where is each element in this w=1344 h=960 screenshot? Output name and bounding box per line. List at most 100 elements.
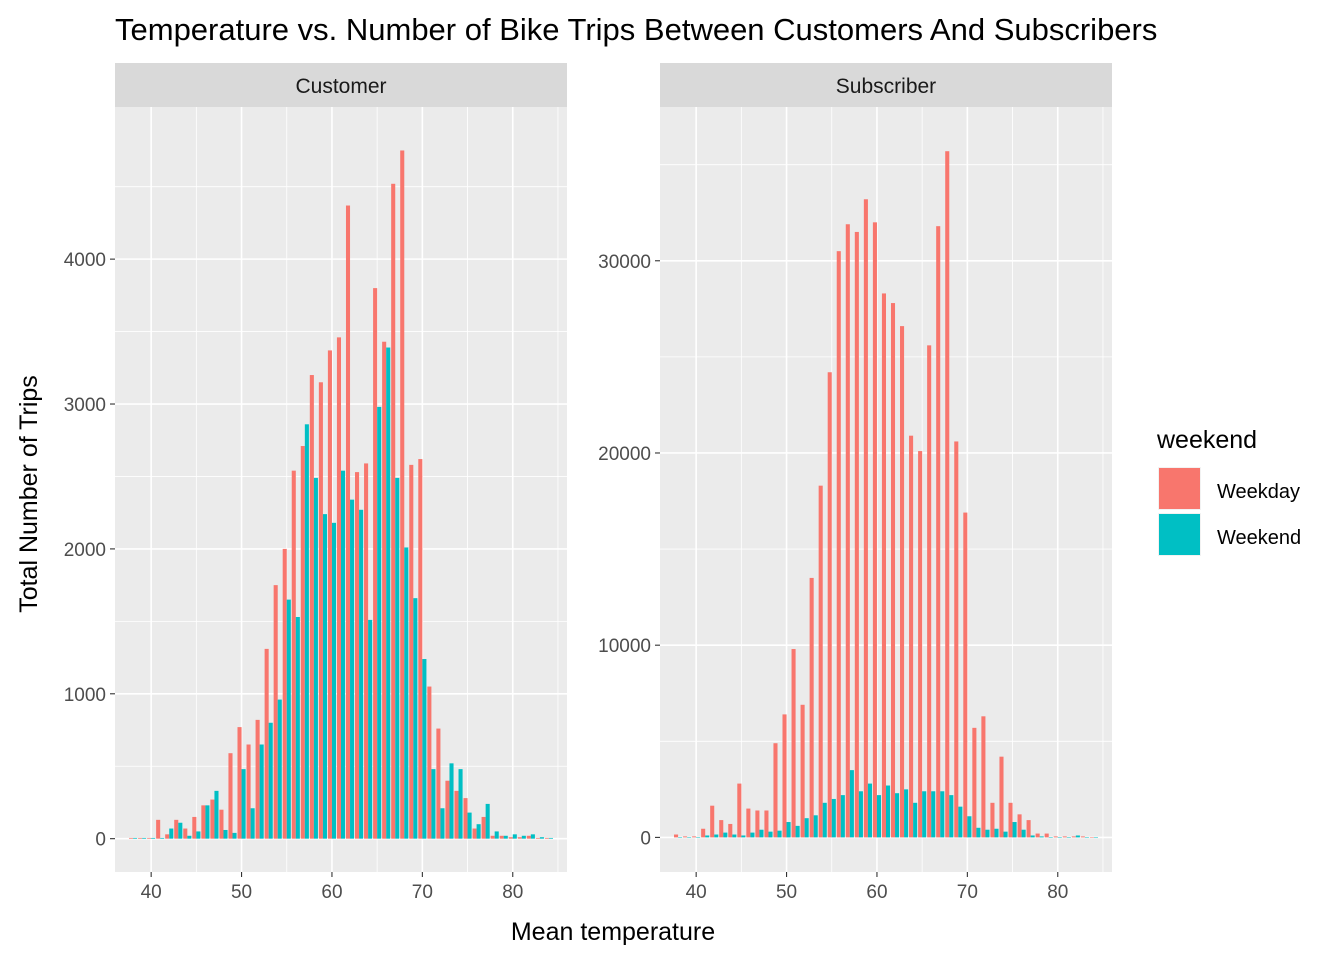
x-tick-label: 50 [776, 882, 797, 903]
weekend-bar [1003, 831, 1008, 838]
weekend-bar [386, 347, 391, 839]
weekend-bar [395, 477, 400, 839]
weekday-bar [963, 512, 968, 838]
weekend-bar [530, 834, 535, 839]
weekday-bar [300, 446, 305, 839]
weekday-bar [800, 704, 805, 838]
weekday-bar [246, 744, 251, 839]
weekday-bar [391, 183, 396, 839]
weekday-bar [463, 798, 468, 839]
weekend-bar [813, 815, 818, 838]
weekend-bar [705, 835, 710, 838]
subscriber-x-axis: 40 50 60 70 80 [686, 872, 1068, 903]
weekday-bar [1062, 836, 1067, 838]
customer-x-axis: 40 50 60 70 80 [141, 872, 523, 903]
weekday-bar [499, 835, 504, 839]
weekday-bar [355, 472, 360, 839]
x-tick-label: 70 [957, 882, 978, 903]
weekday-bar [517, 837, 522, 839]
customer-bars [129, 150, 553, 839]
weekday-bar [836, 251, 841, 838]
x-tick-label: 70 [412, 882, 433, 903]
weekend-bar [521, 835, 526, 839]
weekday-bar [255, 719, 260, 839]
weekend-bar [313, 477, 318, 839]
weekend-bar [151, 837, 156, 839]
weekend-bar [548, 837, 553, 839]
weekend-bar [949, 795, 954, 838]
weekend-bar [350, 499, 355, 839]
weekday-bar [954, 441, 959, 838]
weekday-bar [1080, 836, 1085, 838]
weekday-bar [472, 828, 477, 839]
weekend-bar [431, 769, 436, 839]
y-tick-label: 10000 [598, 636, 651, 657]
y-tick-label: 20000 [598, 444, 651, 465]
legend-swatch-weekday [1159, 468, 1200, 509]
weekday-bar [129, 837, 134, 839]
weekday-bar [863, 199, 868, 838]
weekend-bar [1057, 837, 1062, 838]
legend-title: weekend [1156, 426, 1257, 454]
weekday-bar [981, 716, 986, 838]
weekday-bar [674, 834, 679, 838]
weekday-bar [1089, 837, 1094, 838]
weekday-bar [373, 288, 378, 839]
weekday-bar [710, 805, 715, 838]
x-tick-label: 60 [321, 882, 342, 903]
weekday-bar [147, 837, 152, 839]
weekend-bar [359, 509, 364, 839]
weekday-bar [201, 805, 206, 839]
weekday-bar [409, 464, 414, 839]
weekday-bar [237, 727, 242, 839]
weekday-bar [264, 648, 269, 839]
weekday-bar [219, 809, 224, 839]
weekday-bar [999, 756, 1004, 838]
weekday-bar [827, 372, 832, 838]
weekday-bar [544, 837, 549, 839]
weekend-bar [422, 659, 427, 839]
weekday-bar [291, 470, 296, 839]
weekday-bar [773, 743, 778, 838]
weekday-bar [454, 790, 459, 839]
weekday-bar [900, 326, 905, 838]
weekday-bar [183, 828, 188, 839]
weekend-bar [413, 598, 418, 839]
weekday-bar [990, 802, 995, 838]
weekend-bar [1093, 837, 1098, 838]
weekend-bar [876, 795, 882, 838]
x-tick-label: 40 [686, 882, 707, 903]
weekend-bar [503, 835, 508, 839]
weekday-bar [318, 382, 323, 839]
weekday-bar [273, 585, 278, 839]
weekend-bar [886, 785, 891, 838]
weekend-bar [440, 808, 445, 839]
x-tick-label: 60 [866, 882, 887, 903]
weekend-bar [1084, 837, 1089, 838]
weekend-bar [867, 783, 872, 838]
x-tick-label: 50 [231, 882, 252, 903]
weekend-bar [458, 769, 463, 839]
weekday-bar [719, 820, 724, 838]
weekend-bar [404, 547, 409, 839]
weekday-bar [972, 727, 977, 838]
weekend-bar [1048, 837, 1053, 838]
weekend-bar [958, 806, 963, 838]
x-axis-title: Mean temperature [511, 918, 715, 946]
weekend-bar [994, 828, 999, 838]
weekday-bar [336, 337, 341, 839]
weekend-bar [1012, 822, 1017, 838]
legend-label-weekend: Weekend [1217, 527, 1301, 549]
legend-swatch-weekend [1159, 514, 1200, 555]
weekday-bar [526, 835, 531, 839]
legend: weekend Weekday Weekend [1156, 426, 1301, 556]
weekend-bar [849, 770, 854, 838]
weekday-bar [418, 459, 423, 839]
weekday-bar [945, 151, 950, 838]
weekday-bar [918, 451, 923, 838]
weekend-bar [1021, 829, 1026, 838]
y-tick-label: 1000 [64, 685, 106, 706]
weekend-bar [1066, 837, 1071, 838]
weekend-bar [822, 802, 827, 838]
weekend-bar [232, 832, 237, 839]
